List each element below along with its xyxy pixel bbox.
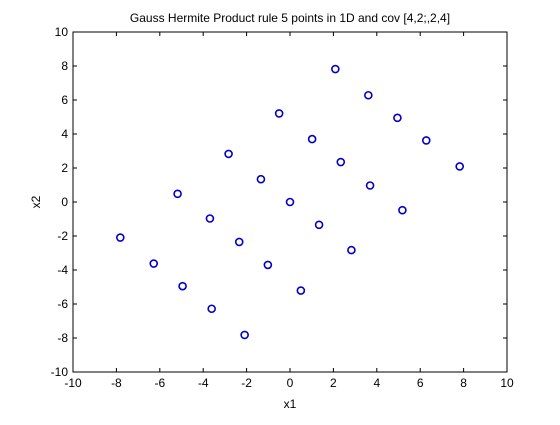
- data-point: [173, 189, 182, 199]
- data-point: [314, 220, 324, 230]
- data-point: [116, 233, 125, 242]
- data-point: [365, 181, 375, 190]
- y-tick-label: 0: [61, 195, 68, 209]
- x-tick-label: 6: [417, 376, 424, 390]
- chart-title: Gauss Hermite Product rule 5 points in 1…: [130, 11, 450, 25]
- data-point: [207, 304, 216, 314]
- y-tick-label: -6: [57, 297, 68, 311]
- data-point: [398, 205, 407, 215]
- x-tick-label: 4: [373, 376, 380, 390]
- data-point: [307, 134, 317, 144]
- data-point: [455, 162, 464, 171]
- data-point: [263, 260, 273, 270]
- y-tick-label: 4: [61, 127, 68, 141]
- data-point: [393, 113, 402, 123]
- x-tick-label: -6: [154, 376, 165, 390]
- data-point: [347, 245, 356, 255]
- x-tick-label: 0: [287, 376, 294, 390]
- data-point: [274, 109, 284, 118]
- data-point: [285, 197, 295, 207]
- data-point: [296, 286, 306, 295]
- data-point: [240, 330, 249, 340]
- x-axis-title: x1: [284, 397, 297, 411]
- y-tick-label: -8: [57, 331, 68, 345]
- x-tick-label: 2: [330, 376, 337, 390]
- y-tick-label: 2: [61, 161, 68, 175]
- plot-area: [72, 31, 508, 373]
- data-points: [116, 64, 464, 340]
- data-point: [256, 174, 266, 184]
- y-tick-label: 8: [61, 59, 68, 73]
- data-point: [234, 237, 244, 247]
- y-tick-label: 10: [55, 25, 69, 39]
- y-axis-title: x2: [29, 195, 43, 208]
- data-point: [331, 64, 340, 74]
- data-point: [336, 157, 346, 167]
- x-tick-label: -8: [111, 376, 122, 390]
- y-tick-label: -4: [57, 263, 68, 277]
- x-tick-label: -4: [198, 376, 209, 390]
- data-point: [421, 136, 431, 145]
- data-point: [205, 214, 215, 223]
- x-tick-label: 8: [460, 376, 467, 390]
- axis-ticks: -10 -8 -6 -4 -2 0 2 4 6 8 10 -10 -8 -6 -4 -2 0 2 4 6 8 10: [51, 25, 514, 390]
- y-tick-label: -10: [51, 365, 69, 379]
- x-tick-label: -10: [64, 376, 82, 390]
- x-tick-label: 10: [500, 376, 514, 390]
- y-tick-label: 6: [61, 93, 68, 107]
- x-tick-label: -2: [241, 376, 252, 390]
- data-point: [178, 281, 187, 291]
- y-tick-label: -2: [57, 229, 68, 243]
- data-point: [364, 90, 373, 100]
- data-point: [149, 259, 159, 268]
- data-point: [224, 149, 233, 159]
